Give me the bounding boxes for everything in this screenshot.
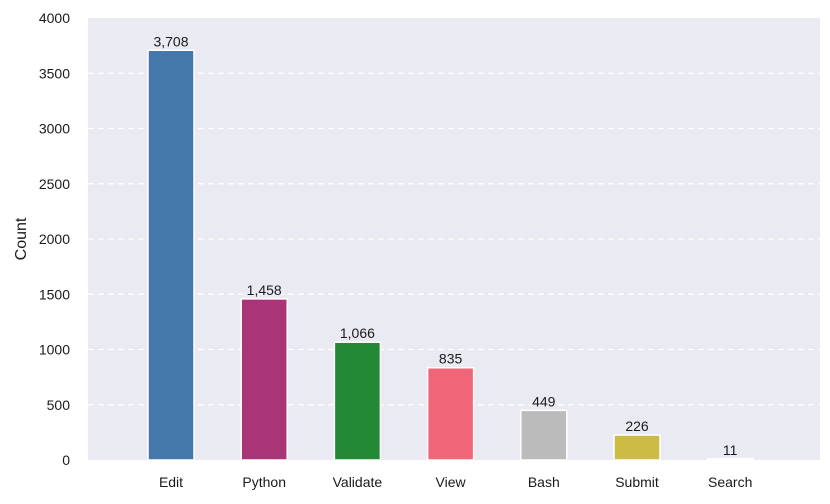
y-tick-label: 1500	[39, 286, 70, 302]
bar-view	[426, 366, 475, 461]
bar-value-label: 835	[439, 351, 463, 367]
x-tick-label: Search	[708, 474, 752, 490]
bar-value-label: 226	[625, 418, 649, 434]
x-tick-label: Validate	[333, 474, 383, 490]
y-tick-label: 3500	[39, 65, 70, 81]
x-tick-label: View	[436, 474, 467, 490]
bar-bash	[520, 409, 568, 461]
bar-python	[240, 298, 288, 461]
grid-lines	[88, 72, 820, 406]
y-tick-label: 2500	[39, 176, 70, 192]
bar-value-labels: 3,708 1,458 1,066 835 449 226 11	[153, 33, 737, 458]
bar-value-label: 11	[723, 442, 738, 458]
bar-value-label: 1,066	[340, 325, 375, 341]
bar-validate	[333, 341, 382, 461]
y-tick-labels: 0 500 1000 1500 2000 2500 3000 3500 4000	[39, 10, 70, 468]
bar-edit	[147, 49, 195, 461]
y-tick-label: 2000	[39, 231, 70, 247]
y-tick-label: 0	[62, 452, 70, 468]
y-tick-label: 3000	[39, 121, 70, 137]
x-tick-label: Edit	[159, 474, 183, 490]
bar-value-label: 3,708	[153, 33, 188, 49]
bars	[147, 49, 754, 461]
y-tick-label: 4000	[39, 10, 70, 26]
y-axis-title: Count	[13, 217, 30, 260]
bar-value-label: 449	[532, 393, 556, 409]
bar-submit	[613, 434, 661, 461]
x-tick-label: Python	[242, 474, 286, 490]
x-tick-label: Bash	[528, 474, 560, 490]
y-tick-label: 1000	[39, 342, 70, 358]
bar-value-label: 1,458	[247, 282, 282, 298]
x-tick-label: Submit	[615, 474, 659, 490]
x-tick-labels: Edit Python Validate View Bash Submit Search	[159, 474, 752, 490]
y-tick-label: 500	[47, 397, 71, 413]
bar-search	[706, 458, 754, 461]
